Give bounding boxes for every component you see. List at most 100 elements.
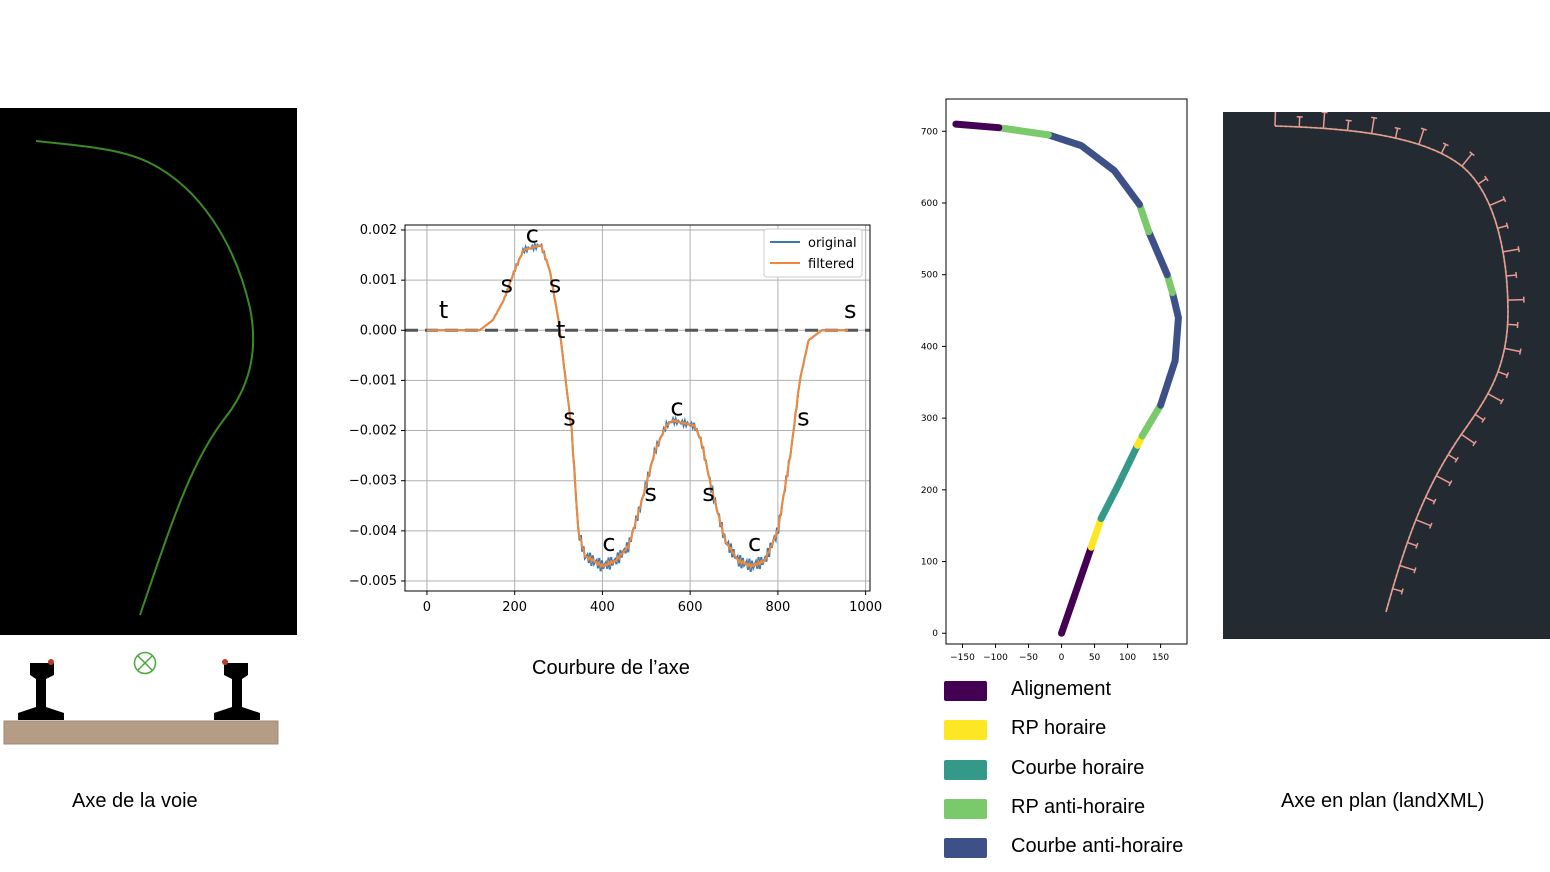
landxml-station-tick	[1392, 587, 1403, 593]
curvature-plot-frame	[404, 224, 871, 592]
segment-annotation: s	[797, 404, 810, 432]
landxml-station-cap	[1505, 372, 1510, 379]
y-tick-label: −0.001	[349, 373, 397, 388]
x-tick-label: 800	[765, 600, 790, 615]
landxml-station-tick	[1346, 120, 1350, 131]
rail-cross-section	[3, 651, 279, 745]
plan-ticks: −150 −100 −50 0 50 100 150 0 100 200 300 400 500 600 7…	[921, 127, 1170, 663]
landxml-station-tick	[1418, 128, 1425, 145]
legend-label: RP anti-horaire	[1011, 796, 1146, 818]
landxml-station-tick	[1425, 496, 1435, 503]
caption-courbure: Courbure de l’axe	[532, 657, 690, 679]
y-tick-label: 0.002	[360, 223, 397, 238]
curvature-legend: original filtered	[763, 228, 863, 278]
x-tick-label: 0	[1059, 653, 1065, 663]
landxml-station-tick	[1370, 117, 1375, 134]
landxml-station-tick	[1435, 475, 1451, 484]
landxml-station-cap	[1469, 151, 1475, 157]
segment-annotation: s	[563, 404, 576, 432]
y-tick-label: −0.002	[349, 424, 397, 439]
landxml-station-cap	[1518, 348, 1522, 355]
landxml-station-tick	[1507, 323, 1518, 326]
plan-segment	[1044, 131, 1143, 208]
landxml-station-cap	[1415, 542, 1419, 549]
left-rail	[18, 663, 64, 720]
y-tick-label: −0.005	[349, 574, 397, 589]
landxml-station-tick	[1460, 433, 1475, 445]
landxml-station-tick	[1504, 347, 1521, 353]
segment-annotation: c	[670, 394, 683, 422]
x-tick-label: 150	[1152, 653, 1169, 663]
track-axis-panel	[0, 108, 297, 635]
y-tick-label: 400	[921, 342, 938, 352]
y-tick-label: 0.001	[360, 273, 397, 288]
landxml-station-cap	[1442, 142, 1449, 147]
legend-swatch	[944, 720, 987, 740]
legend-label: Alignement	[1011, 678, 1112, 700]
landxml-station-cap	[1345, 119, 1352, 122]
landxml-station-cap	[1472, 440, 1477, 447]
segment-annotation: s	[644, 479, 657, 507]
landxml-station-cap	[1394, 126, 1401, 130]
plan-segment	[1157, 289, 1182, 409]
plan-segment	[1138, 401, 1165, 440]
landxml-station-tick	[1415, 519, 1432, 527]
y-tick-label: −0.003	[349, 474, 397, 489]
x-tick-label: 100	[1119, 653, 1136, 663]
y-tick-label: −0.004	[349, 524, 397, 539]
landxml-station-tick	[1489, 198, 1505, 207]
right-rail-marker	[222, 659, 228, 665]
segment-annotation: c	[602, 529, 615, 557]
segment-annotation: c	[526, 221, 539, 249]
x-tick-label: −150	[950, 653, 975, 663]
plan-segment	[1097, 441, 1141, 523]
segment-annotation: t	[556, 316, 565, 344]
segment-annotation: c	[748, 529, 761, 557]
landxml-station-tick	[1497, 224, 1508, 230]
x-tick-label: 0	[423, 600, 431, 615]
landxml-station-cap	[1420, 127, 1427, 131]
landxml-station-cap	[1371, 116, 1378, 119]
segment-annotation: s	[549, 271, 562, 299]
landxml-panel	[1223, 109, 1550, 639]
x-tick-label: 200	[502, 600, 527, 615]
legend-filtered-label: filtered	[808, 257, 854, 272]
landxml-station-cap	[1499, 398, 1505, 405]
landxml-station-tick	[1394, 128, 1399, 139]
plan-segment	[1087, 515, 1105, 551]
series-filtered-line	[426, 244, 849, 570]
landxml-station-cap	[1432, 498, 1437, 505]
landxml-station-cap	[1413, 567, 1417, 574]
curvature-chart: 0 200 400 600 800 1000 0.002 0.001 0.000 −0.001 −0…	[349, 221, 882, 615]
legend-label: Courbe horaire	[1011, 757, 1145, 779]
x-tick-label: −50	[1019, 653, 1038, 663]
segment-annotation: s	[501, 271, 514, 299]
y-tick-label: 300	[921, 414, 938, 424]
landxml-station-tick	[1447, 454, 1458, 461]
landxml-station-tick	[1506, 274, 1517, 277]
landxml-station-tick	[1399, 564, 1416, 572]
caption-axe-voie: Axe de la voie	[72, 790, 198, 812]
legend-swatch	[944, 799, 987, 819]
landxml-station-cap	[1400, 588, 1404, 595]
landxml-station-cap	[1448, 480, 1453, 487]
caption-axe-plan: Axe en plan (landXML)	[1281, 790, 1485, 812]
landxml-station-cap	[1454, 456, 1459, 463]
series-original-line	[426, 241, 849, 573]
landxml-axis	[1274, 125, 1510, 613]
legend-swatch	[944, 838, 987, 858]
landxml-station-cap	[1515, 271, 1518, 279]
track-axis-drawing	[35, 140, 255, 616]
landxml-station-tick	[1407, 541, 1418, 547]
landxml-station-tick	[1474, 413, 1484, 421]
sleeper	[3, 720, 279, 745]
y-tick-label: 700	[921, 127, 938, 137]
legend-label: Courbe anti-horaire	[1011, 835, 1184, 857]
y-tick-label: 200	[921, 486, 938, 496]
x-tick-label: 1000	[849, 600, 882, 615]
plan-segment	[1135, 200, 1153, 236]
landxml-station-tick	[1487, 393, 1503, 403]
legend-swatch	[944, 681, 987, 701]
legend-label: RP horaire	[1011, 717, 1107, 739]
